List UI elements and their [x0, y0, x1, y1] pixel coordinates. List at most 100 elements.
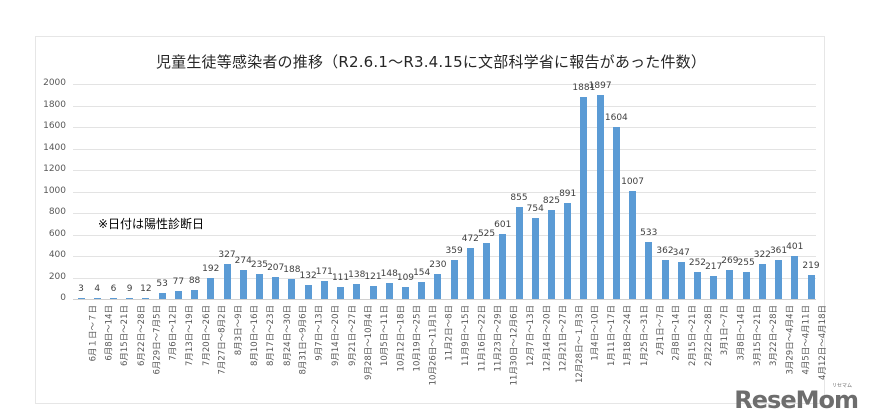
x-axis-tick-text: 10月5日～11日 [380, 305, 390, 367]
x-axis-tick-text: 2月1日～7日 [655, 305, 666, 356]
bar-value-label: 192 [202, 264, 220, 275]
bar [531, 217, 539, 299]
bar-value-label: 269 [721, 256, 739, 267]
bar-value-label: 1897 [588, 81, 612, 92]
bar [807, 275, 815, 299]
bar [466, 248, 474, 299]
bar [693, 271, 701, 299]
bar-value-label: 88 [188, 275, 201, 286]
bar-value-label: 53 [156, 279, 168, 290]
bar [564, 203, 572, 299]
x-axis-tick-text: 3月15日～21日 [753, 305, 764, 367]
bar-value-label: 1007 [621, 176, 644, 187]
logo-subtext: リセマム [831, 383, 852, 389]
x-axis-tick-text: 4月12日～4月18日 [818, 305, 828, 380]
bar-value-label: 12 [140, 283, 152, 294]
gridline [73, 234, 816, 236]
bar-value-label: 362 [656, 246, 674, 257]
y-axis-tick-label: 1200 [43, 164, 66, 174]
bar [418, 282, 426, 299]
bar [710, 275, 718, 299]
x-axis-tick-text: 9月14日～20日 [331, 305, 342, 367]
bar [353, 284, 361, 299]
chart-frame: 児童生徒等感染者の推移（R2.6.1～R3.4.15に文部科学省に報告があった件… [35, 36, 828, 405]
x-axis-tick-text: 12月14日～20日 [542, 305, 553, 372]
bar-value-label: 235 [250, 259, 269, 270]
x-axis-tick-text: 3月8日～14日 [736, 305, 747, 361]
chart-annotation: ※日付は陽性診断日 [98, 217, 205, 231]
bar-value-label: 207 [267, 262, 285, 273]
bar [272, 276, 280, 299]
bar-value-label: 754 [526, 203, 544, 214]
bar [320, 280, 328, 299]
bar [483, 242, 491, 299]
bar [450, 260, 458, 299]
x-axis-tick-text: 4月5日～4月11日 [801, 305, 812, 375]
gridline [73, 105, 816, 107]
gridline [73, 256, 816, 257]
logo-text: ReseMom [734, 386, 859, 414]
bar [775, 260, 783, 299]
x-axis-tick-text: 12月28日～１月3日 [574, 305, 585, 384]
gridline [73, 127, 816, 128]
bar [515, 207, 523, 299]
bar [742, 271, 750, 299]
resemom-logo: ReseMom リセマム [734, 383, 859, 414]
bar-value-label: 111 [331, 273, 350, 284]
x-axis-tick-text: 1月25日～31日 [639, 305, 650, 367]
bar-value-label: 252 [688, 257, 707, 268]
gridline [73, 191, 816, 193]
bar-value-label: 322 [753, 250, 771, 261]
bar [77, 298, 85, 299]
x-axis-tick-text: 8月24日～30日 [282, 305, 293, 367]
bar [499, 234, 507, 299]
plot-area: 0 200 400 600 800 1000 1200 1400 1600 1800 2000 3 6月… [36, 37, 828, 405]
x-axis-tick-text: 11月9日～15日 [461, 305, 472, 367]
x-axis-tick-text: 7月13日～19日 [185, 305, 196, 367]
bar-value-label: 274 [234, 255, 252, 266]
bar-value-label: 327 [218, 249, 236, 260]
bar [580, 96, 588, 299]
x-axis-tick-text: 9月21日～27日 [347, 305, 358, 367]
x-axis-tick-text: 3月29日～4月4日 [785, 305, 796, 375]
bar-value-label: 525 [477, 228, 496, 239]
bar [255, 273, 263, 299]
bar-value-label: 109 [396, 273, 415, 284]
x-axis-tick-text: 11月16日～22日 [477, 305, 488, 372]
bar [174, 290, 182, 299]
bar-value-label: 891 [559, 189, 577, 200]
bar [207, 278, 215, 299]
bar-value-label: 77 [172, 276, 185, 287]
y-axis-tick-label: 800 [48, 207, 66, 217]
x-axis-tick-text: 10月26日～11月1日 [428, 305, 439, 386]
bar [223, 263, 231, 299]
bar [661, 260, 669, 299]
bar-value-label: 361 [769, 246, 788, 257]
x-axis-tick-text: 8月10日～16日 [250, 305, 261, 367]
bar-value-label: 138 [348, 270, 366, 281]
gridline [73, 277, 816, 279]
x-axis-tick-text: 7月20日～26日 [201, 305, 212, 367]
gridline [73, 299, 816, 300]
bar-value-label: 825 [542, 196, 561, 207]
bar-value-label: 3 [78, 284, 84, 294]
x-axis-tick-text: 12月7日～13日 [526, 305, 536, 367]
bar-value-label: 154 [413, 268, 431, 279]
bar-value-label: 347 [672, 247, 690, 258]
bar [547, 210, 555, 299]
bar-value-label: 188 [283, 264, 301, 275]
bar-value-label: 601 [494, 220, 512, 231]
bar [596, 95, 604, 299]
x-axis-tick-text: 7月27日～8月2日 [217, 305, 228, 375]
bar-value-label: 1881 [572, 82, 596, 93]
bar-value-label: 9 [126, 284, 133, 294]
bar-value-label: 219 [802, 261, 820, 272]
x-axis-tick-text: 1月4日～10日 [590, 305, 601, 361]
x-axis-tick-text: 8月17日～23日 [266, 305, 277, 367]
bar [758, 264, 766, 299]
gridline [73, 148, 816, 150]
x-axis-tick-text: 11月30日～12月6日 [509, 305, 520, 386]
bar-value-label: 855 [510, 193, 528, 204]
x-axis-tick-text: 6月15日～21日 [120, 305, 131, 367]
bar [385, 283, 393, 299]
